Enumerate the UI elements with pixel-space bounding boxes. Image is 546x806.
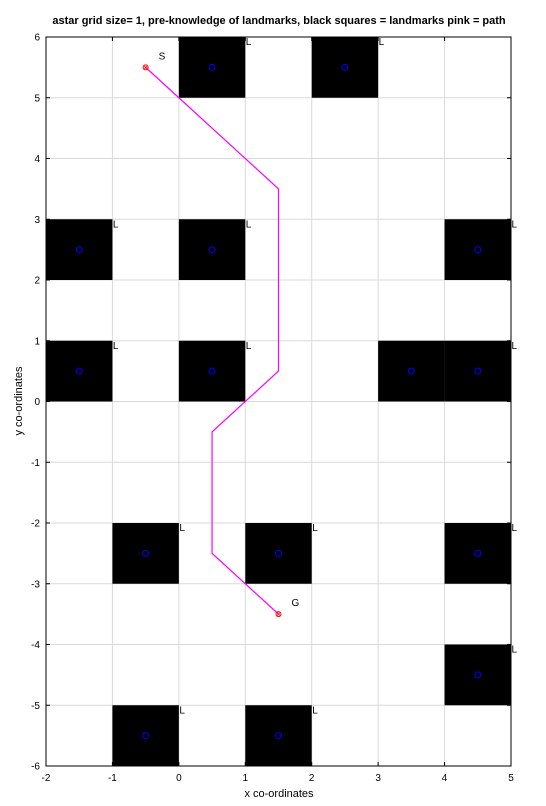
- x-tick-label: 1: [243, 773, 249, 784]
- landmark-marker: [407, 367, 415, 375]
- start-marker-cross: [143, 65, 148, 70]
- y-tick-label: 6: [34, 33, 40, 44]
- x-tick-label: -1: [108, 773, 117, 784]
- landmark-label: L: [246, 219, 252, 230]
- landmark-marker: [474, 549, 482, 557]
- y-tick-label: -4: [31, 640, 40, 651]
- y-axis: -6 -5 -4 -3 -2 -1 0 1 2 3 4 5 6: [31, 33, 511, 773]
- landmark-square: [245, 523, 312, 584]
- landmark-square: [112, 523, 179, 584]
- landmark-marker: [75, 367, 83, 375]
- y-axis-label: y co-ordinates: [13, 366, 25, 436]
- y-tick-label: -6: [31, 762, 40, 773]
- landmark-label: L: [246, 37, 252, 48]
- x-tick-label: -2: [42, 773, 51, 784]
- path-line: [145, 66, 280, 615]
- x-tick-label: 5: [508, 773, 514, 784]
- y-tick-label: -2: [31, 519, 40, 530]
- landmark-label: L: [179, 705, 185, 716]
- y-tick-label: 2: [34, 276, 40, 287]
- x-axis: -2 -1 0 1 2 3 4 5: [42, 37, 514, 784]
- landmark-square: [178, 219, 246, 280]
- landmark-label: L: [246, 341, 252, 352]
- landmark-marker: [142, 549, 150, 557]
- landmark-square: [444, 340, 511, 402]
- landmark-square: [311, 37, 379, 98]
- landmark-marker: [275, 732, 282, 740]
- landmark-marker: [75, 246, 83, 254]
- y-tick-label: 3: [34, 215, 40, 226]
- landmark-marker: [142, 732, 150, 740]
- goal-marker: [275, 611, 282, 618]
- x-tick-label: 3: [375, 773, 381, 784]
- start-label: S: [159, 51, 166, 62]
- y-tick-label: -5: [31, 701, 40, 712]
- x-tick-label: 0: [176, 773, 182, 784]
- landmark-marker: [208, 63, 216, 71]
- landmark-square: [178, 340, 246, 402]
- goal-label: G: [292, 598, 300, 609]
- x-tick-label: 4: [442, 773, 448, 784]
- landmark-label: L: [312, 523, 318, 534]
- landmark-marker: [208, 246, 216, 254]
- landmark-label: L: [312, 705, 318, 716]
- goal-marker-cross: [276, 611, 281, 617]
- y-tick-label: -3: [31, 579, 40, 590]
- y-tick-label: 5: [34, 93, 40, 104]
- landmark-marker: [208, 367, 216, 375]
- x-axis-label: x co-ordinates: [244, 788, 314, 800]
- y-tick-label: 4: [34, 154, 40, 165]
- landmark-label: L: [512, 645, 518, 656]
- y-tick-label: 1: [34, 336, 40, 347]
- landmark-marker: [474, 367, 482, 375]
- path-layer: SG: [142, 51, 300, 618]
- y-tick-label: 0: [34, 397, 40, 408]
- landmark-square: [444, 644, 511, 706]
- landmark-marker: [474, 671, 482, 679]
- landmark-square: [112, 705, 179, 766]
- landmark-label: L: [379, 37, 385, 48]
- landmark-square: [178, 37, 246, 98]
- landmark-label: L: [113, 341, 119, 352]
- landmark-square: [46, 340, 113, 402]
- landmark-label: L: [512, 341, 518, 352]
- landmark-marker: [275, 549, 282, 557]
- landmark-square: [378, 340, 445, 402]
- x-tick-label: 2: [309, 773, 315, 784]
- landmark-label: L: [512, 219, 518, 230]
- chart-title: astar grid size= 1, pre-knowledge of lan…: [52, 15, 506, 27]
- landmarks: LLLLLLLLLLLLLLL: [46, 37, 518, 766]
- landmark-label: L: [512, 523, 518, 534]
- landmark-marker: [341, 63, 349, 71]
- landmark-square: [46, 219, 113, 280]
- y-tick-label: -1: [31, 458, 40, 469]
- landmark-label: L: [179, 523, 185, 534]
- landmark-square: [444, 523, 511, 584]
- landmark-marker: [474, 246, 482, 254]
- landmark-square: [444, 219, 511, 280]
- landmark-label: L: [113, 219, 119, 230]
- landmark-square: [245, 705, 312, 766]
- start-marker: [142, 64, 149, 71]
